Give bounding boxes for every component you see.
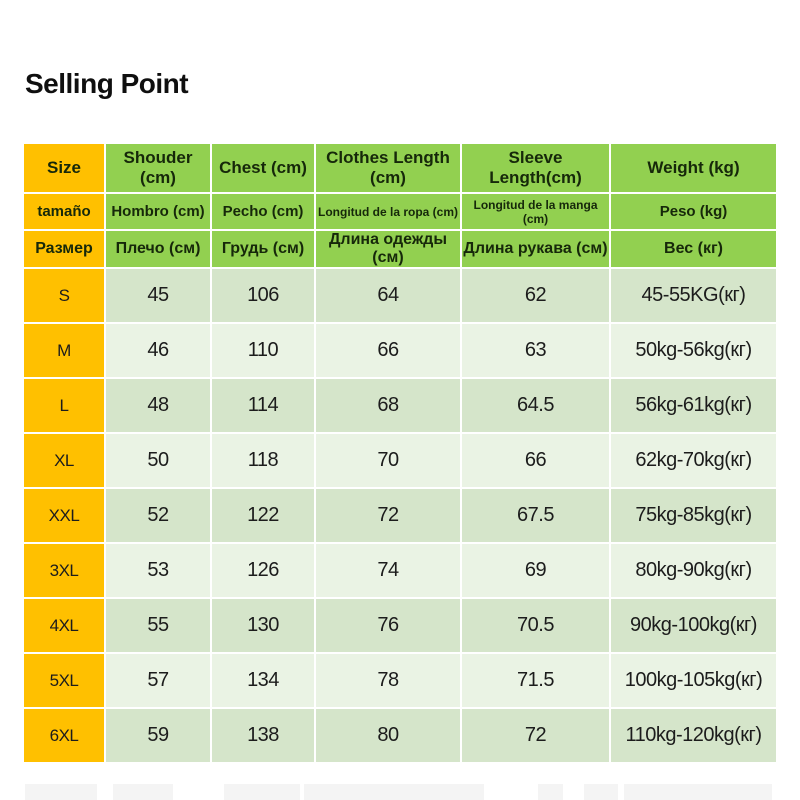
table-row-6xl: 6XL 59 138 80 72 110kg-120kg(кг) — [24, 709, 776, 762]
page-title: Selling Point — [25, 68, 189, 99]
table-row-3xl: 3XL 53 126 74 69 80kg-90kg(кг) — [24, 544, 776, 597]
weight-cell: 56kg-61kg(кг) — [611, 379, 776, 432]
header-cell-size: Size — [24, 144, 104, 192]
sleeve-length-cell: 71.5 — [462, 654, 609, 707]
clothes-length-cell: 80 — [316, 709, 460, 762]
header-row-es: tamaño Hombro (cm) Pecho (cm) Longitud d… — [24, 194, 776, 229]
table-row-l: L 48 114 68 64.5 56kg-61kg(кг) — [24, 379, 776, 432]
shoulder-cell: 45 — [106, 269, 210, 322]
sleeve-length-cell: 66 — [462, 434, 609, 487]
shoulder-cell: 53 — [106, 544, 210, 597]
weight-cell: 110kg-120kg(кг) — [611, 709, 776, 762]
sleeve-length-cell: 69 — [462, 544, 609, 597]
header-cell-sleeve-length: Sleeve Length(cm) — [462, 144, 609, 192]
header-cell-sleeve-length-ru: Длина рукава (см) — [462, 231, 609, 267]
clothes-length-cell: 66 — [316, 324, 460, 377]
faded-block — [224, 784, 300, 800]
faded-partial-row — [0, 784, 800, 800]
sleeve-length-cell: 67.5 — [462, 489, 609, 542]
header-cell-shoulder-ru: Плечо (см) — [106, 231, 210, 267]
header-cell-chest-ru: Грудь (см) — [212, 231, 314, 267]
size-cell: 5XL — [24, 654, 104, 707]
faded-block — [25, 784, 97, 800]
table-row-4xl: 4XL 55 130 76 70.5 90kg-100kg(кг) — [24, 599, 776, 652]
shoulder-cell: 46 — [106, 324, 210, 377]
size-chart-table: Size Shouder (cm) Chest (cm) Clothes Len… — [22, 142, 778, 764]
chest-cell: 110 — [212, 324, 314, 377]
sleeve-length-cell: 64.5 — [462, 379, 609, 432]
sleeve-length-cell: 72 — [462, 709, 609, 762]
chest-cell: 118 — [212, 434, 314, 487]
shoulder-cell: 55 — [106, 599, 210, 652]
sleeve-length-cell: 63 — [462, 324, 609, 377]
chest-cell: 126 — [212, 544, 314, 597]
faded-block — [624, 784, 772, 800]
weight-cell: 50kg-56kg(кг) — [611, 324, 776, 377]
header-row-en: Size Shouder (cm) Chest (cm) Clothes Len… — [24, 144, 776, 192]
table-row-s: S 45 106 64 62 45-55KG(кг) — [24, 269, 776, 322]
sleeve-length-cell: 62 — [462, 269, 609, 322]
clothes-length-cell: 74 — [316, 544, 460, 597]
weight-cell: 80kg-90kg(кг) — [611, 544, 776, 597]
shoulder-cell: 57 — [106, 654, 210, 707]
header-cell-clothes-length: Clothes Length (cm) — [316, 144, 460, 192]
table-row-m: M 46 110 66 63 50kg-56kg(кг) — [24, 324, 776, 377]
chest-cell: 114 — [212, 379, 314, 432]
header-cell-chest: Chest (cm) — [212, 144, 314, 192]
header-cell-shoulder-es: Hombro (cm) — [106, 194, 210, 229]
size-cell: 6XL — [24, 709, 104, 762]
weight-cell: 90kg-100kg(кг) — [611, 599, 776, 652]
faded-block — [538, 784, 563, 800]
header-cell-size-es: tamaño — [24, 194, 104, 229]
faded-block — [584, 784, 618, 800]
clothes-length-cell: 64 — [316, 269, 460, 322]
clothes-length-cell: 78 — [316, 654, 460, 707]
size-cell: 4XL — [24, 599, 104, 652]
chest-cell: 134 — [212, 654, 314, 707]
header-cell-shoulder: Shouder (cm) — [106, 144, 210, 192]
weight-cell: 45-55KG(кг) — [611, 269, 776, 322]
chest-cell: 122 — [212, 489, 314, 542]
size-cell: S — [24, 269, 104, 322]
shoulder-cell: 59 — [106, 709, 210, 762]
chest-cell: 130 — [212, 599, 314, 652]
table-row-5xl: 5XL 57 134 78 71.5 100kg-105kg(кг) — [24, 654, 776, 707]
header-cell-clothes-length-ru: Длина одежды (см) — [316, 231, 460, 267]
header-cell-sleeve-length-es: Longitud de la manga (cm) — [462, 194, 609, 229]
clothes-length-cell: 70 — [316, 434, 460, 487]
sleeve-length-cell: 70.5 — [462, 599, 609, 652]
header-cell-chest-es: Pecho (cm) — [212, 194, 314, 229]
header-cell-clothes-length-es: Longitud de la ropa (cm) — [316, 194, 460, 229]
size-cell: XXL — [24, 489, 104, 542]
table-row-xxl: XXL 52 122 72 67.5 75kg-85kg(кг) — [24, 489, 776, 542]
clothes-length-cell: 68 — [316, 379, 460, 432]
header-row-ru: Размер Плечо (см) Грудь (см) Длина одежд… — [24, 231, 776, 267]
header-cell-weight-es: Peso (kg) — [611, 194, 776, 229]
table-row-xl: XL 50 118 70 66 62kg-70kg(кг) — [24, 434, 776, 487]
chest-cell: 106 — [212, 269, 314, 322]
faded-block — [113, 784, 173, 800]
weight-cell: 62kg-70kg(кг) — [611, 434, 776, 487]
faded-block — [304, 784, 484, 800]
header-cell-weight: Weight (kg) — [611, 144, 776, 192]
shoulder-cell: 52 — [106, 489, 210, 542]
shoulder-cell: 48 — [106, 379, 210, 432]
size-cell: L — [24, 379, 104, 432]
header-cell-weight-ru: Вес (кг) — [611, 231, 776, 267]
weight-cell: 75kg-85kg(кг) — [611, 489, 776, 542]
size-cell: XL — [24, 434, 104, 487]
weight-cell: 100kg-105kg(кг) — [611, 654, 776, 707]
chest-cell: 138 — [212, 709, 314, 762]
size-cell: 3XL — [24, 544, 104, 597]
size-cell: M — [24, 324, 104, 377]
clothes-length-cell: 72 — [316, 489, 460, 542]
header-cell-size-ru: Размер — [24, 231, 104, 267]
clothes-length-cell: 76 — [316, 599, 460, 652]
shoulder-cell: 50 — [106, 434, 210, 487]
